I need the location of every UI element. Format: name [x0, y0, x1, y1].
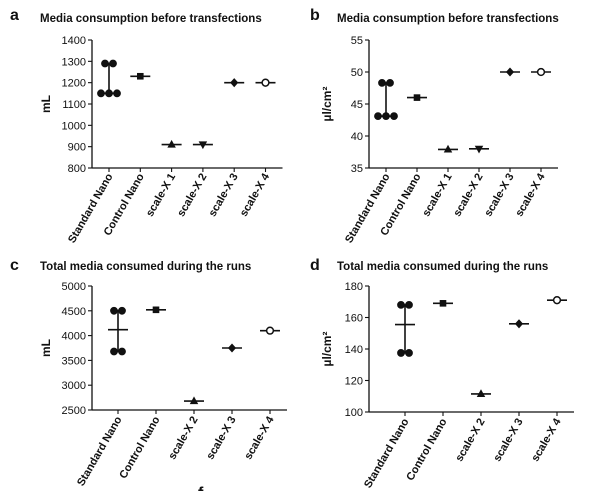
panel-b: b Media consumption before transfections 3… [310, 7, 559, 245]
data-point [261, 78, 270, 87]
y-axis-title: µl/cm² [320, 87, 334, 122]
data-point [101, 59, 109, 68]
x-tick-label: Control Nano [117, 414, 162, 481]
y-tick-label: 1200 [62, 78, 86, 90]
x-tick-label: scale-X 3 [204, 415, 238, 462]
panel-c: c Total media consumed during the runs 250… [10, 257, 287, 488]
data-point [505, 67, 515, 77]
data-point [474, 145, 484, 154]
y-tick-label: 40 [351, 131, 363, 143]
x-tick-label: scale-X 4 [238, 171, 273, 219]
y-tick-label: 3500 [62, 355, 86, 367]
x-tick-label: scale-X 4 [242, 414, 277, 462]
y-tick-label: 120 [345, 376, 363, 388]
panel-title: Total media consumed during the runs [40, 261, 251, 273]
y-tick-label: 180 [345, 281, 363, 293]
y-tick-label: 900 [68, 142, 86, 154]
data-point [382, 112, 390, 121]
panel-title: Total media consumed during the runs [337, 261, 548, 273]
bottom-panel-letter: f [198, 485, 204, 491]
y-tick-label: 1000 [62, 120, 86, 132]
y-tick-label: 800 [68, 163, 86, 175]
data-point [405, 301, 413, 309]
data-point [118, 347, 126, 356]
x-tick-label: Control Nano [404, 416, 449, 483]
x-tick-label: scale-X 2 [175, 172, 209, 219]
panel-a: a Media consumption before transfections 8… [10, 7, 283, 245]
panel-letter: c [10, 257, 19, 274]
y-tick-label: 50 [351, 67, 363, 79]
data-point [552, 296, 562, 305]
x-tick-label: scale-X 1 [420, 172, 454, 219]
y-tick-label: 100 [345, 407, 363, 419]
data-point [110, 347, 118, 356]
data-point [137, 72, 144, 80]
x-tick-label: scale-X 2 [166, 415, 200, 462]
y-tick-label: 1400 [62, 35, 86, 47]
y-tick-label: 4000 [62, 331, 86, 343]
x-tick-label: Standard Nano [75, 414, 125, 488]
data-point [443, 144, 453, 153]
y-tick-label: 55 [351, 35, 363, 47]
data-point [189, 396, 199, 405]
data-point [405, 349, 413, 357]
data-point [230, 78, 239, 88]
x-tick-label: Standard Nano [362, 416, 412, 490]
x-tick-label: scale-X 1 [144, 172, 178, 219]
y-tick-label: 140 [345, 344, 363, 356]
data-point [397, 301, 405, 309]
y-axis-title: µl/cm² [320, 332, 334, 367]
data-point [390, 112, 398, 121]
x-tick-label: scale-X 2 [453, 417, 487, 464]
y-tick-label: 3000 [62, 380, 86, 392]
panel-letter: b [310, 7, 320, 24]
y-axis-title: mL [39, 339, 53, 357]
data-point [378, 78, 386, 87]
data-point [167, 139, 176, 148]
x-tick-label: scale-X 3 [207, 172, 241, 219]
x-tick-label: scale-X 4 [529, 416, 564, 464]
data-point [397, 349, 405, 357]
x-tick-label: scale-X 3 [482, 172, 516, 219]
data-point [152, 306, 160, 314]
panel-letter: d [310, 257, 320, 274]
data-point [109, 59, 117, 68]
data-point [113, 89, 121, 98]
data-point [265, 326, 275, 335]
data-point [536, 67, 546, 77]
x-tick-label: scale-X 4 [513, 171, 548, 219]
x-tick-label: scale-X 3 [491, 417, 525, 464]
data-point [110, 306, 118, 315]
panel-title: Media consumption before transfections [337, 13, 559, 25]
data-point [413, 94, 421, 101]
y-tick-label: 4500 [62, 306, 86, 318]
data-point [198, 141, 208, 150]
data-point [227, 343, 237, 353]
data-point [97, 89, 105, 98]
y-tick-label: 2500 [62, 405, 86, 417]
data-point [386, 78, 394, 87]
panel-letter: a [10, 7, 19, 24]
y-tick-label: 5000 [62, 281, 86, 293]
y-tick-label: 160 [345, 313, 363, 325]
panel-d: d Total media consumed during the runs 100… [310, 257, 574, 490]
y-axis-title: mL [39, 95, 53, 113]
y-tick-label: 1100 [62, 99, 86, 111]
y-tick-label: 35 [351, 163, 363, 175]
data-point [439, 300, 447, 307]
data-point [514, 319, 524, 329]
data-point [374, 112, 382, 121]
x-tick-label: scale-X 2 [451, 172, 485, 219]
y-tick-label: 45 [351, 99, 363, 111]
data-point [118, 306, 126, 315]
data-point [476, 389, 486, 397]
panel-title: Media consumption before transfections [40, 13, 262, 25]
data-point [105, 89, 113, 98]
y-tick-label: 1300 [62, 56, 86, 68]
